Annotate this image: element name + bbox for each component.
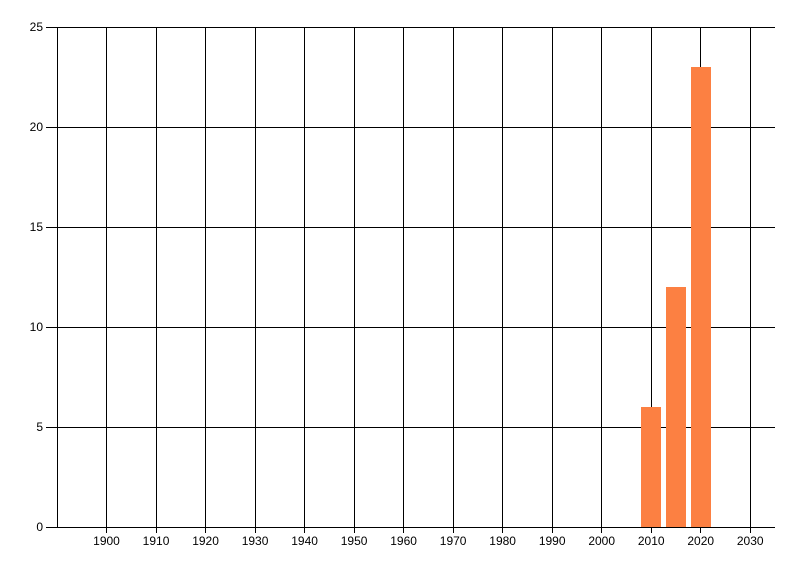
- y-gridline: [46, 526, 775, 528]
- x-gridline: [304, 27, 306, 533]
- x-gridline: [353, 27, 355, 533]
- x-tick-label: 2010: [637, 534, 665, 548]
- x-tick-label: 1970: [439, 534, 467, 548]
- x-gridline: [601, 27, 603, 533]
- x-gridline: [551, 27, 553, 533]
- y-tick-label: 10: [29, 320, 43, 334]
- x-tick-label: 2030: [736, 534, 764, 548]
- x-gridline: [254, 27, 256, 533]
- x-gridline: [749, 27, 751, 533]
- x-gridline: [403, 27, 405, 533]
- y-tick-label: 20: [29, 120, 43, 134]
- x-tick-label: 1930: [241, 534, 269, 548]
- y-gridline: [46, 426, 775, 428]
- x-tick-label: 2000: [588, 534, 616, 548]
- y-tick-label: 5: [36, 420, 43, 434]
- plot-area: 0 5 10 15 20 25 1900 1910 1920 1930 1940 1950 1960 19…: [30, 20, 775, 548]
- bar-2010: [641, 407, 662, 527]
- x-tick-label: 1900: [93, 534, 120, 548]
- x-gridline: [205, 27, 207, 533]
- bar-2015: [666, 287, 686, 527]
- x-tick-label: 1920: [192, 534, 219, 548]
- x-tick-label: 1950: [340, 534, 368, 548]
- y-gridline: [46, 226, 775, 228]
- x-tick-label: 1980: [489, 534, 516, 548]
- x-tick-label: 2020: [687, 534, 715, 548]
- y-gridline: [46, 26, 775, 28]
- x-gridline: [155, 27, 157, 533]
- y-gridline: [46, 326, 775, 328]
- y-axis-line: [56, 27, 58, 527]
- y-tick-label: 25: [29, 20, 43, 34]
- x-gridline: [452, 27, 454, 533]
- x-tick-label: 1960: [390, 534, 417, 548]
- x-tick-label: 1940: [291, 534, 318, 548]
- y-tick-label: 0: [36, 520, 43, 534]
- y-gridline: [46, 126, 775, 128]
- y-tick-label: 15: [29, 220, 43, 234]
- x-tick-label: 1990: [538, 534, 566, 548]
- bar-2020: [690, 67, 711, 527]
- x-tick-label: 1910: [142, 534, 170, 548]
- x-gridline: [106, 27, 108, 533]
- x-gridline: [502, 27, 504, 533]
- x-gridline: [650, 27, 652, 533]
